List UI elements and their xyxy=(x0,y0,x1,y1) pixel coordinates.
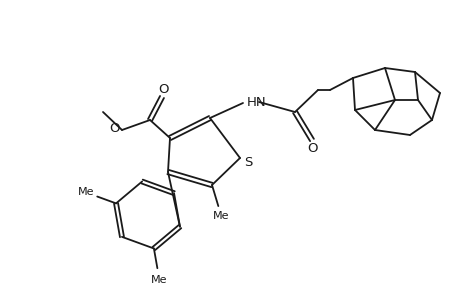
Text: Me: Me xyxy=(151,275,168,285)
Text: S: S xyxy=(243,155,252,169)
Text: O: O xyxy=(158,82,169,95)
Text: O: O xyxy=(307,142,318,155)
Text: Me: Me xyxy=(78,188,94,197)
Text: HN: HN xyxy=(246,95,266,109)
Text: O: O xyxy=(109,122,120,134)
Text: Me: Me xyxy=(213,211,229,221)
